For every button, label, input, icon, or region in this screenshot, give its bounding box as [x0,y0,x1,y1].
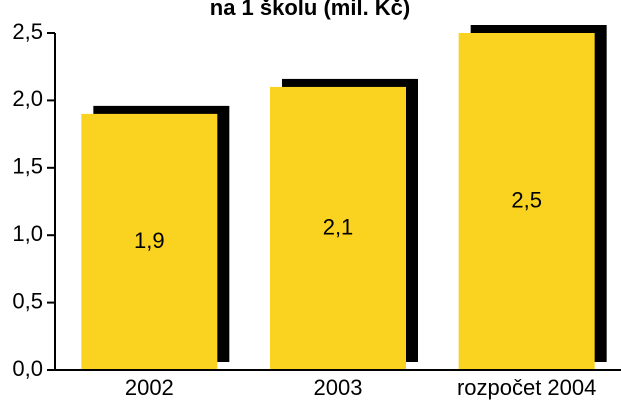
x-tick-label: 2003 [314,375,363,400]
bar [270,86,406,371]
y-tick-label: 2,5 [12,19,43,44]
value-label: 1,9 [134,228,165,253]
bar [458,33,595,370]
y-tick-label: 1,0 [12,221,43,246]
value-label: 2,1 [323,214,354,239]
x-tick-label: rozpočet 2004 [457,375,596,400]
y-tick-label: 1,5 [12,154,43,179]
y-tick-label: 0,5 [12,288,43,313]
chart-title: na 1 školu (mil. Kč) [210,0,411,20]
value-label: 2,5 [511,187,542,212]
bar [81,113,218,370]
y-tick-label: 2,0 [12,86,43,111]
y-tick-label: 0,0 [12,356,43,381]
x-tick-label: 2002 [125,375,174,400]
